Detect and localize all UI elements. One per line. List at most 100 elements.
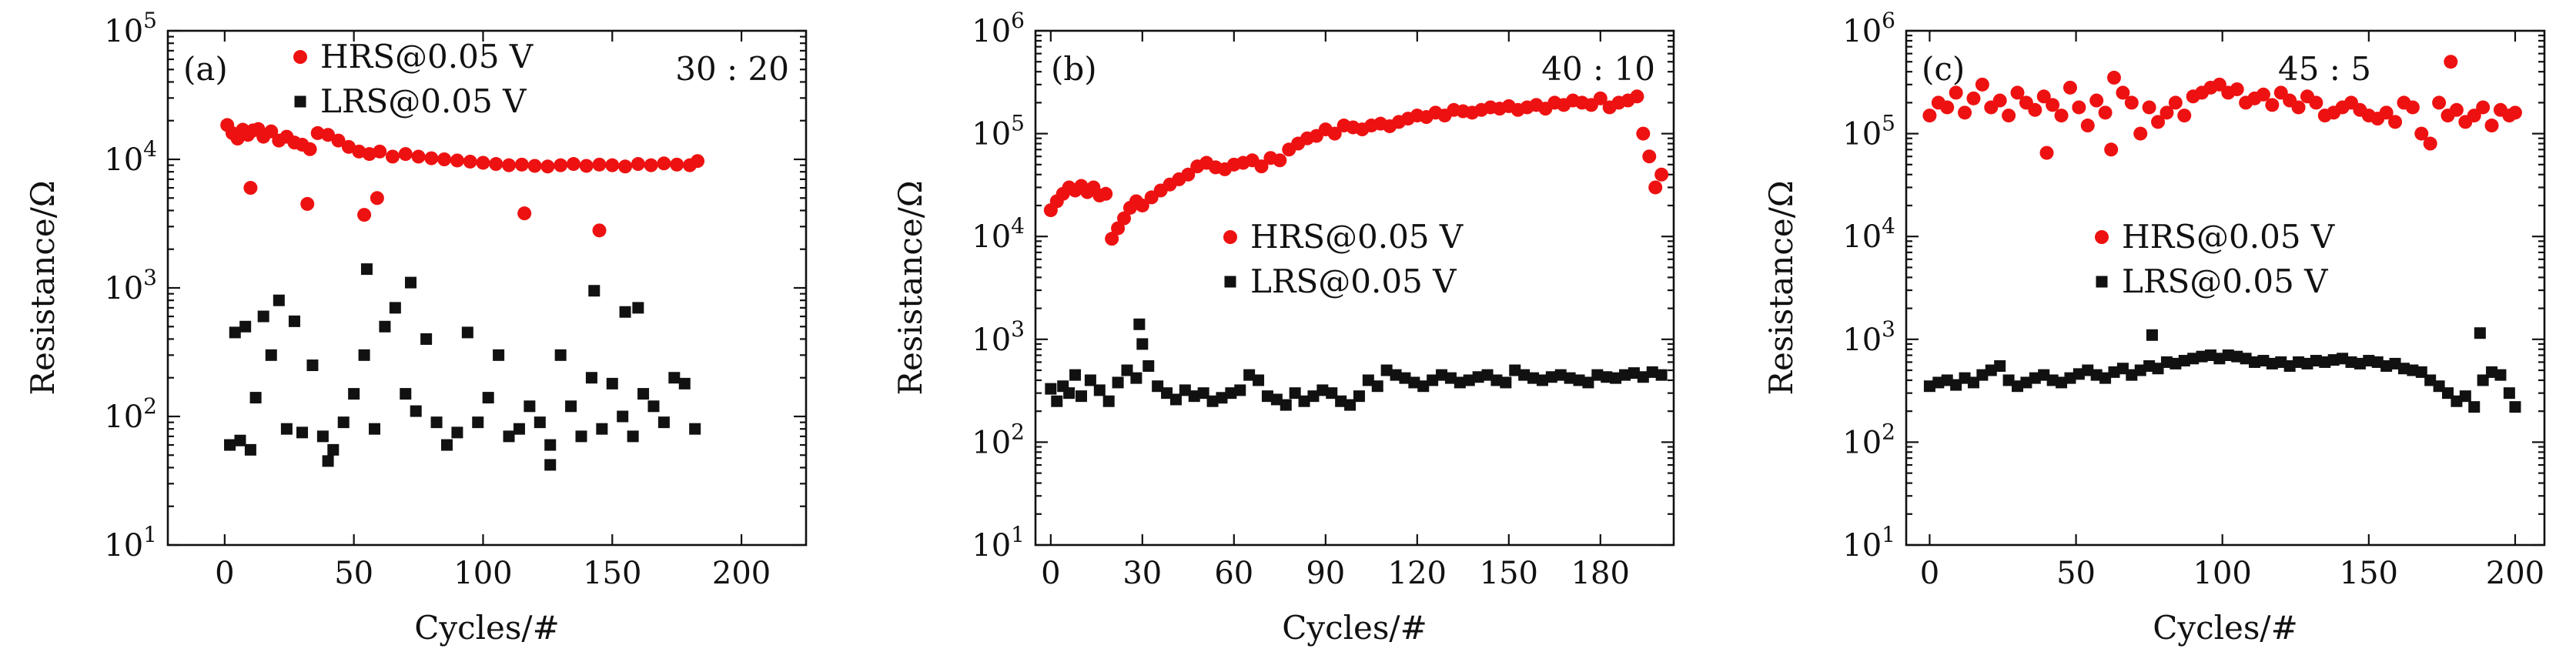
hrs-point — [2265, 98, 2280, 112]
lrs-point — [1417, 380, 1430, 393]
hrs-point — [2291, 100, 2306, 115]
lrs-point — [1390, 369, 1402, 381]
lrs-point — [1536, 374, 1548, 386]
lrs-point — [585, 372, 597, 384]
hrs-point — [411, 149, 426, 164]
series-square — [1923, 327, 2521, 413]
x-tick-label: 200 — [712, 556, 771, 591]
lrs-point — [2397, 363, 2410, 375]
x-axis-label: Cycles/# — [1282, 609, 1427, 647]
lrs-point — [647, 400, 660, 413]
lrs-point — [2503, 387, 2515, 400]
y-tick-base: 10 — [104, 400, 143, 435]
x-tick-label: 60 — [1214, 556, 1253, 591]
hrs-point — [2054, 109, 2069, 123]
x-tick-label: 50 — [2056, 556, 2096, 591]
lrs-point — [1344, 399, 1357, 411]
lrs-point — [2424, 374, 2437, 386]
hrs-point — [2151, 115, 2166, 129]
y-tick-label: 102 — [1842, 419, 1895, 460]
lrs-point — [2231, 350, 2243, 363]
ratio-label: 40 : 10 — [1541, 50, 1655, 88]
hrs-point — [2062, 80, 2077, 95]
legend-label: HRS@0.05 V — [2122, 218, 2335, 256]
hrs-point — [566, 157, 580, 172]
lrs-point — [451, 426, 463, 439]
legend-label: LRS@0.05 V — [1250, 262, 1457, 300]
lrs-point — [348, 388, 360, 400]
legend-marker-lrs — [1224, 276, 1236, 288]
lrs-point — [575, 430, 587, 443]
series-square — [224, 263, 701, 471]
hrs-point — [2168, 95, 2183, 110]
lrs-point — [2240, 353, 2252, 365]
y-tick-exponent: 2 — [143, 393, 157, 419]
lrs-point — [440, 439, 453, 451]
lrs-point — [2196, 350, 2208, 363]
hrs-point — [437, 152, 452, 166]
lrs-point — [1628, 367, 1640, 379]
lrs-point — [2064, 372, 2076, 384]
y-tick-label: 105 — [1842, 111, 1895, 152]
lrs-point — [1152, 380, 1164, 393]
legend-marker-lrs — [2096, 276, 2108, 288]
lrs-point — [606, 377, 618, 390]
y-tick-label: 103 — [1842, 316, 1895, 358]
lrs-point — [389, 302, 401, 314]
lrs-point — [1289, 387, 1301, 400]
y-tick-exponent: 1 — [1882, 522, 1895, 547]
y-tick-base: 10 — [972, 425, 1011, 460]
hrs-point — [321, 128, 336, 142]
legend-label: HRS@0.05 V — [1250, 218, 1464, 256]
hrs-point — [1105, 232, 1119, 246]
lrs-point — [306, 359, 319, 372]
lrs-point — [1518, 369, 1531, 381]
lrs-point — [1967, 376, 1979, 389]
lrs-point — [1298, 395, 1310, 407]
x-tick-label: 90 — [1306, 556, 1345, 591]
x-tick-label: 150 — [583, 556, 641, 591]
y-tick-label: 101 — [104, 522, 157, 563]
lrs-point — [657, 416, 670, 429]
lrs-point — [627, 430, 639, 443]
lrs-point — [327, 443, 340, 456]
legend-label: LRS@0.05 V — [320, 82, 527, 120]
hrs-point — [2256, 87, 2270, 102]
x-tick-label: 30 — [1122, 556, 1162, 591]
lrs-point — [2020, 376, 2032, 389]
y-tick-exponent: 6 — [1882, 8, 1895, 33]
lrs-point — [2146, 329, 2158, 341]
hrs-point — [373, 144, 387, 159]
y-tick-exponent: 5 — [1011, 111, 1025, 136]
lrs-point — [2380, 359, 2393, 372]
lrs-point — [2451, 395, 2463, 407]
lrs-point — [410, 405, 422, 417]
lrs-point — [596, 423, 608, 435]
lrs-point — [1353, 390, 1365, 403]
panel-label: (a) — [183, 50, 228, 88]
x-tick-label: 0 — [1920, 556, 1939, 591]
lrs-point — [619, 306, 631, 318]
lrs-point — [2249, 356, 2261, 368]
hrs-point — [331, 133, 346, 148]
hrs-point — [2039, 145, 2054, 160]
panel-b: 0 30 60 90 120 150 180101102103104105106Cycles… — [892, 8, 1675, 647]
hrs-point — [2159, 105, 2174, 120]
lrs-point — [1280, 399, 1292, 411]
hrs-point — [527, 159, 542, 173]
y-tick-exponent: 6 — [1011, 8, 1025, 33]
y-tick-base: 10 — [104, 142, 143, 178]
lrs-point — [1554, 369, 1567, 381]
lrs-point — [1075, 390, 1087, 403]
lrs-point — [1335, 395, 1347, 407]
lrs-point — [1051, 395, 1063, 407]
lrs-point — [2178, 355, 2190, 367]
hrs-point — [1949, 85, 1963, 100]
legend-marker-hrs — [1223, 230, 1237, 244]
lrs-point — [257, 310, 269, 323]
lrs-point — [2126, 369, 2138, 381]
lrs-point — [503, 430, 515, 443]
x-axis-label: Cycles/# — [414, 609, 560, 647]
lrs-point — [2477, 374, 2489, 386]
y-tick-label: 106 — [972, 8, 1025, 49]
